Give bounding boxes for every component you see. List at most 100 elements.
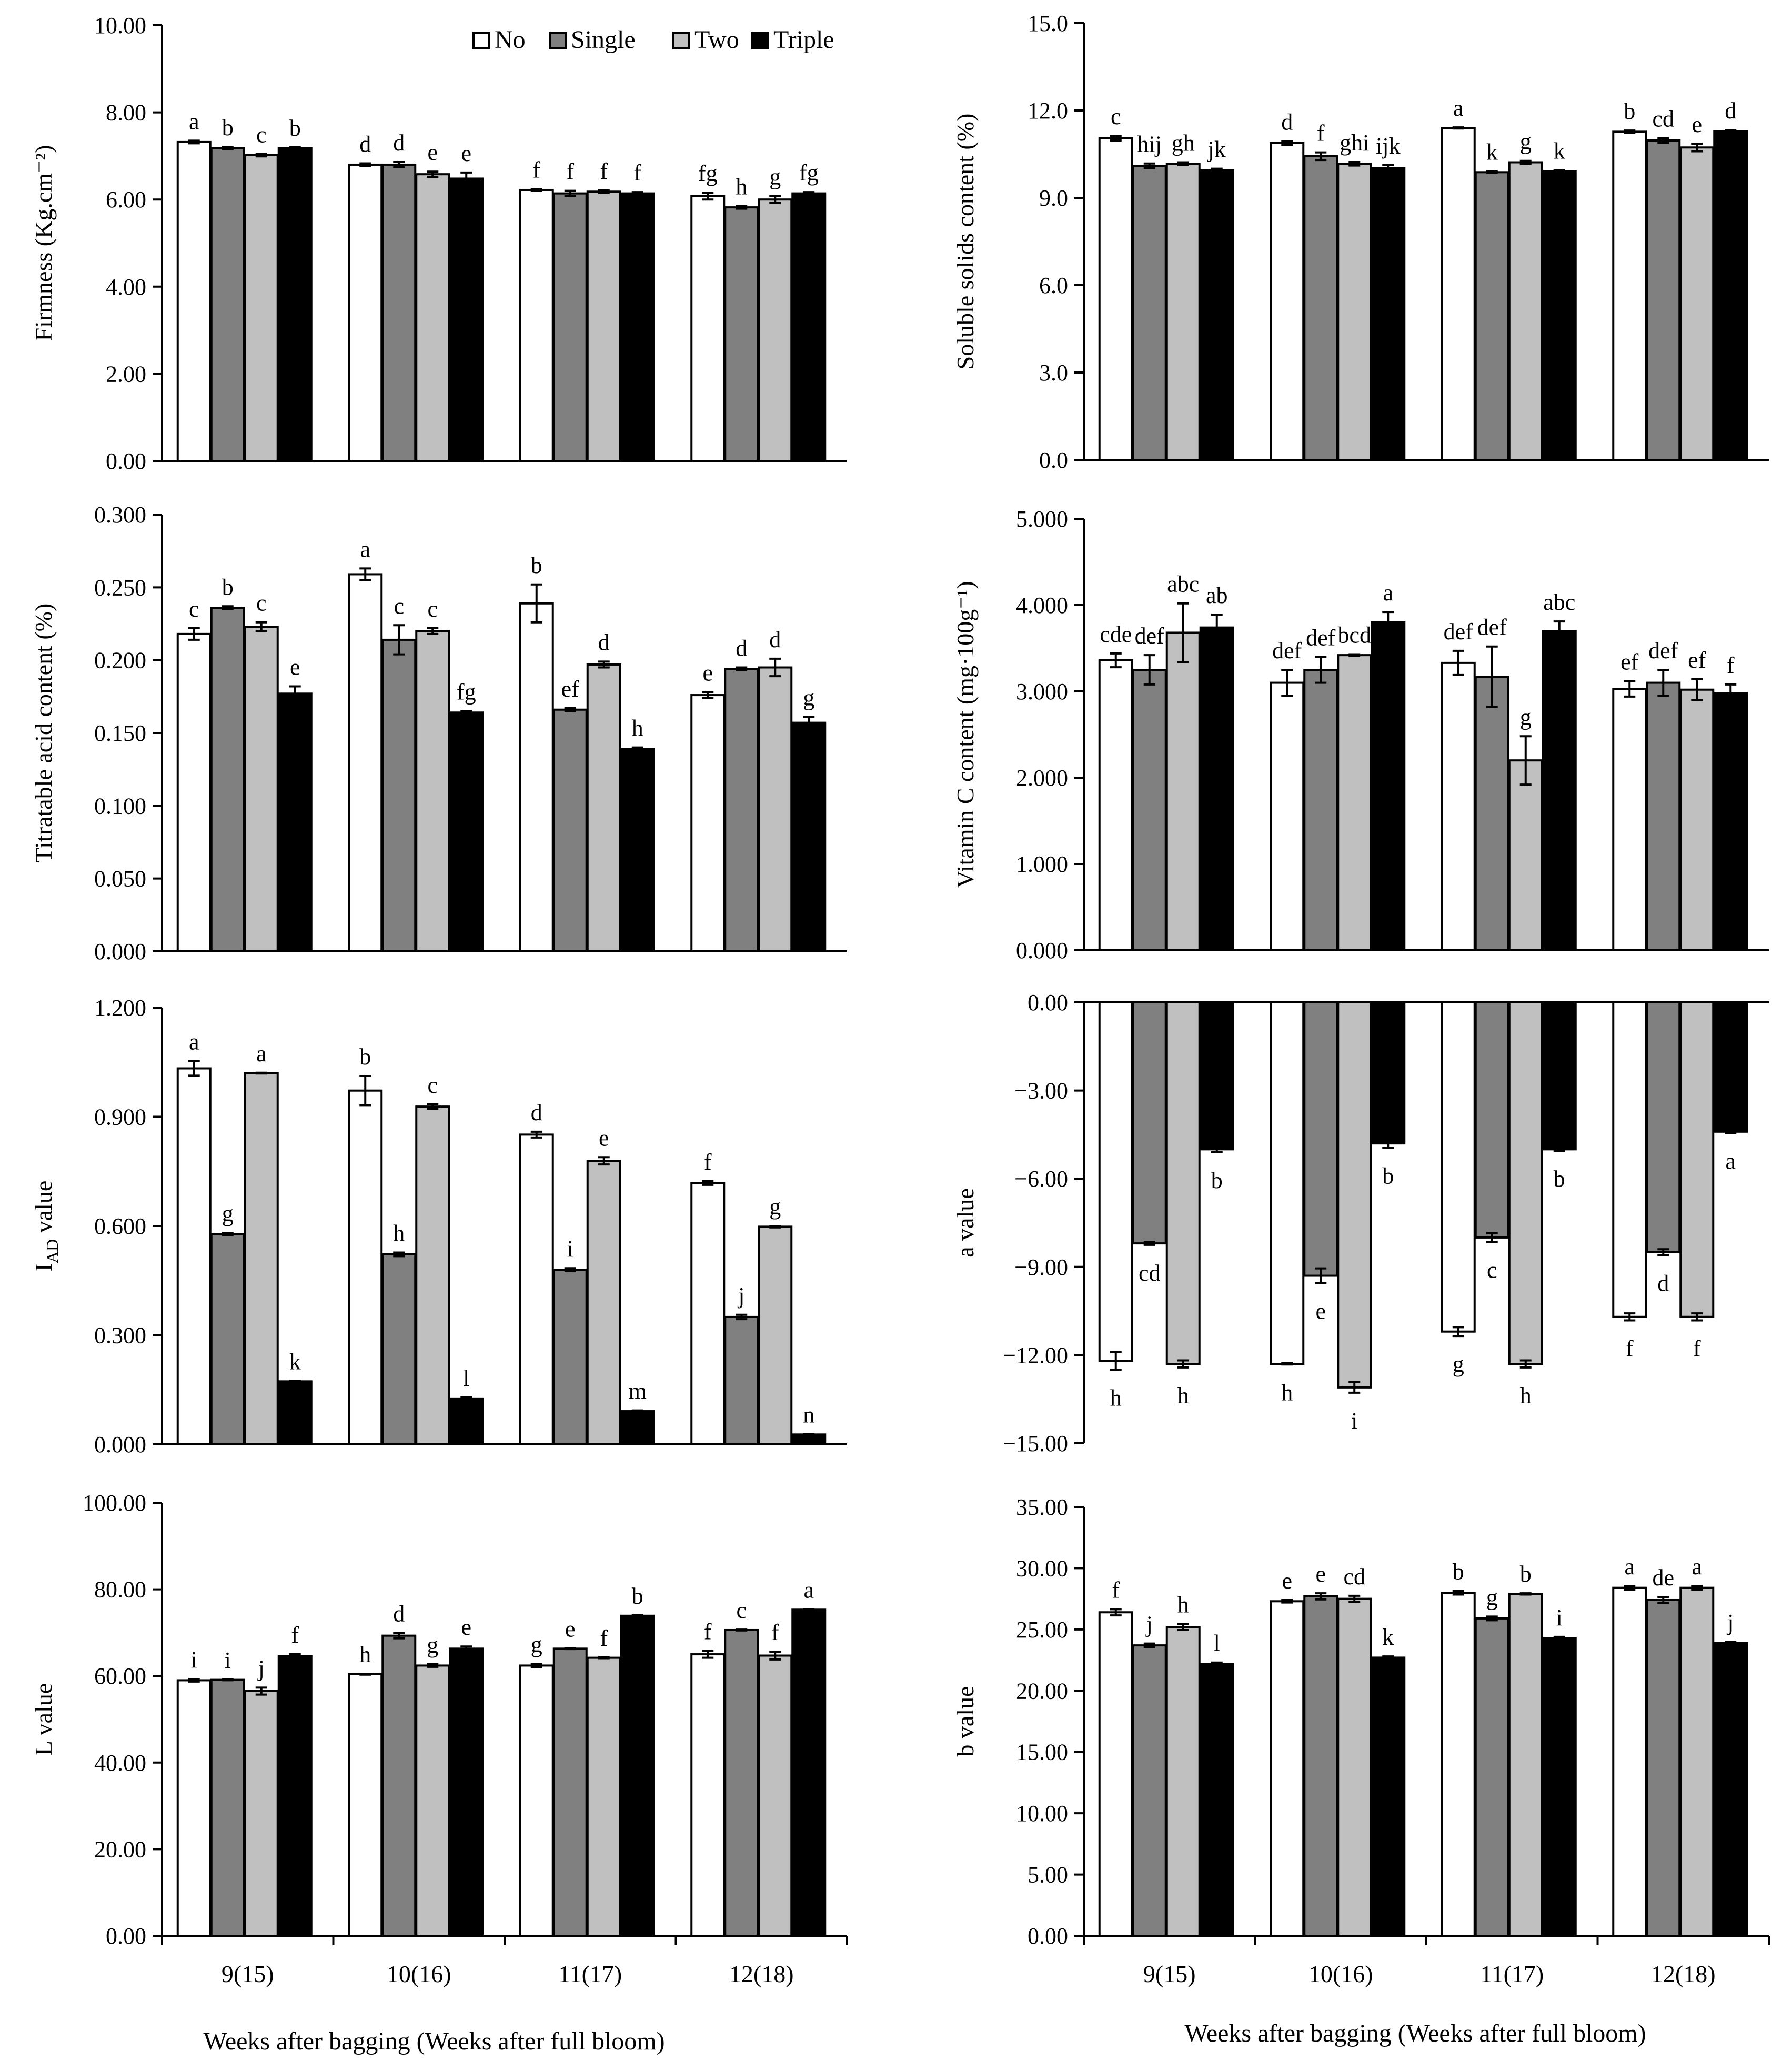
y-tick-label: 0.900 <box>94 1104 146 1130</box>
significance-label: b <box>222 115 234 140</box>
significance-label: e <box>1692 112 1702 137</box>
chart-iad: 0.000 0.300 0.600 0.900 1.200 IAD value a g a k b h… <box>30 995 847 1457</box>
bar-single <box>381 1634 417 1937</box>
bar-single <box>1303 155 1338 461</box>
y-tick-label: 5.00 <box>1028 1862 1068 1888</box>
bar-no <box>1098 1611 1133 1937</box>
x-tick-label: 10(16) <box>1308 1961 1373 1987</box>
legend-swatch-no <box>472 32 490 49</box>
significance-label: a <box>360 536 370 562</box>
significance-label: i <box>225 1647 231 1673</box>
bar-no <box>519 1133 554 1445</box>
bar-no <box>1270 1600 1305 1937</box>
significance-label: k <box>289 1349 301 1375</box>
bar-no <box>176 1679 212 1937</box>
legend: No Single Two Triple <box>472 26 834 54</box>
significance-label: ef <box>1688 647 1706 673</box>
bar-single <box>552 1647 588 1937</box>
y-tick-label: 60.00 <box>94 1663 146 1689</box>
y-tick-label: 9.0 <box>1039 185 1068 211</box>
y-axis-title: a value <box>952 1188 979 1258</box>
significance-label: n <box>803 1402 814 1428</box>
bar-single <box>552 192 588 462</box>
significance-label: f <box>1317 120 1325 146</box>
legend-label-triple: Triple <box>773 26 834 54</box>
bar-two <box>1679 688 1715 951</box>
bar-two <box>1337 1597 1372 1937</box>
bar-no <box>1441 1001 1476 1333</box>
y-tick-label: 0.000 <box>1016 938 1068 963</box>
bar-two <box>758 1225 793 1445</box>
bar-two <box>1508 161 1543 461</box>
bar-single <box>724 206 759 462</box>
y-tick-label: 20.00 <box>1016 1678 1068 1704</box>
significance-label: d <box>598 629 610 655</box>
bar-single <box>1132 1001 1167 1245</box>
significance-label: h <box>1520 1383 1532 1409</box>
bar-two <box>1165 1626 1201 1937</box>
y-tick-label: 20.00 <box>94 1836 146 1862</box>
y-tick-label: 1.000 <box>1016 851 1068 877</box>
y-tick-label: 0.150 <box>94 720 146 746</box>
bar-no <box>1612 1586 1647 1937</box>
y-tick-label: 8.00 <box>106 100 146 126</box>
significance-label: b <box>1382 1163 1394 1189</box>
significance-label: e <box>461 1614 471 1640</box>
bar-two <box>415 1105 450 1445</box>
significance-label: b <box>1453 1559 1464 1585</box>
bar-no <box>519 188 554 462</box>
bar-triple <box>1542 1637 1577 1937</box>
significance-label: g <box>803 685 814 711</box>
significance-label: i <box>1556 1605 1563 1631</box>
significance-label: f <box>532 157 540 183</box>
significance-label: g <box>1520 129 1532 155</box>
significance-label: g <box>1453 1351 1464 1377</box>
significance-label: fg <box>799 160 819 186</box>
bar-single <box>724 1315 759 1446</box>
bar-two <box>415 630 450 953</box>
bar-no <box>1612 688 1647 951</box>
bar-two <box>1508 759 1543 951</box>
bar-triple <box>1371 167 1406 461</box>
significance-label: h <box>736 174 747 200</box>
bar-no <box>348 1089 383 1445</box>
bar-single <box>1474 1001 1509 1239</box>
significance-label: fg <box>457 679 476 705</box>
y-tick-label: 6.00 <box>106 187 146 213</box>
significance-label: bcd <box>1337 622 1371 648</box>
significance-label: ghi <box>1340 130 1369 156</box>
significance-label: m <box>629 1379 647 1404</box>
y-tick-label: 0.300 <box>94 1323 146 1349</box>
bar-single <box>210 607 245 952</box>
y-tick-label: 30.00 <box>1016 1555 1068 1581</box>
bar-triple <box>1371 1656 1406 1937</box>
y-tick-label: −12.00 <box>1003 1342 1068 1368</box>
y-tick-label: 0.00 <box>1028 990 1068 1016</box>
bar-two <box>1508 1001 1543 1365</box>
y-axis-title: L value <box>30 1683 57 1756</box>
bar-triple <box>620 748 655 953</box>
y-tick-label: −9.00 <box>1014 1254 1068 1280</box>
x-tick-label: 10(16) <box>387 1961 451 1987</box>
bar-no <box>1098 659 1133 951</box>
significance-label: d <box>1725 98 1736 124</box>
bar-no <box>1441 1592 1476 1937</box>
significance-label: cde <box>1100 621 1132 647</box>
x-axis-title-right: Weeks after bagging (Weeks after full bl… <box>1184 2019 1646 2047</box>
significance-label: fg <box>698 160 718 186</box>
y-tick-label: 3.000 <box>1016 679 1068 705</box>
significance-label: c <box>427 1072 438 1098</box>
chart-vitc: 0.000 1.000 2.000 3.000 4.000 5.000 Vitamin C … <box>952 506 1769 963</box>
significance-label: i <box>1351 1408 1357 1434</box>
bar-single <box>1132 165 1167 461</box>
legend-label-two: Two <box>694 26 739 54</box>
chart-firmness: 0.00 2.00 4.00 6.00 8.00 10.00 Firmness (Kg.cm… <box>30 13 847 474</box>
significance-label: e <box>702 660 713 686</box>
significance-label: abc <box>1167 571 1199 597</box>
y-tick-label: 10.00 <box>94 13 146 38</box>
x-tick-label: 9(15) <box>222 1961 274 1987</box>
bar-triple <box>620 1614 655 1937</box>
significance-label: f <box>1626 1335 1634 1361</box>
significance-label: a <box>803 1577 814 1603</box>
